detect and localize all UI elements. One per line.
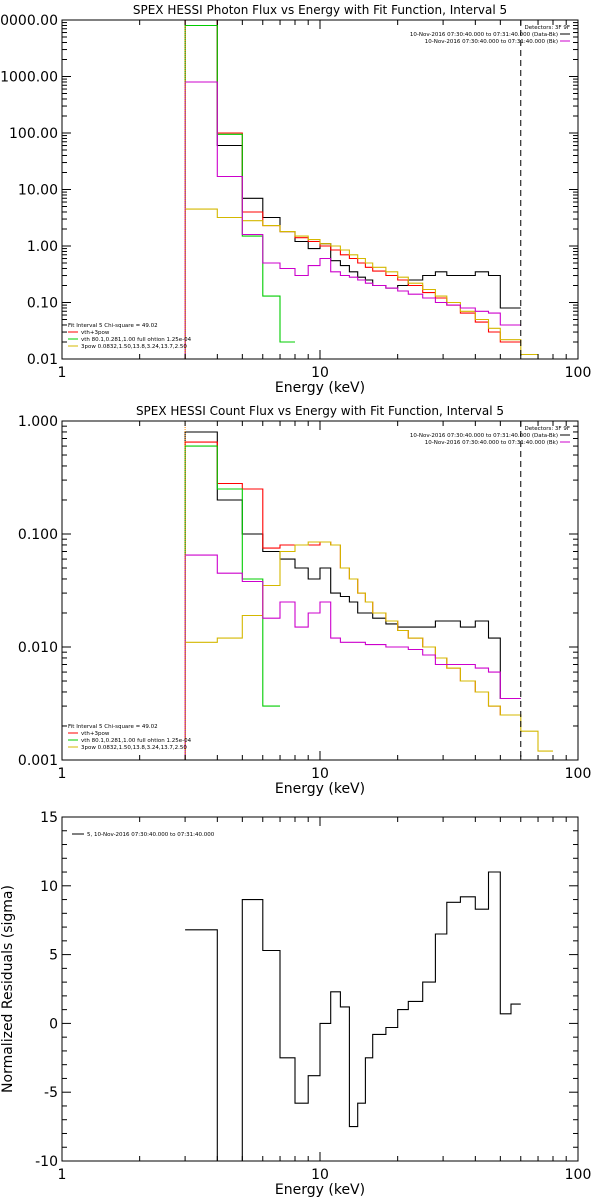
y-tick-label: 1.00	[27, 239, 58, 255]
legend-entry-label: vth 80.1,0.281,1.00 full ohtion 1.25e-04	[81, 738, 192, 744]
x-tick-label: 1	[58, 365, 67, 381]
y-tick-label: 1.000	[18, 414, 58, 430]
y-tick-label: 1000.00	[0, 70, 58, 86]
series-line-3pow	[184, 208, 553, 359]
x-tick-label: 100	[565, 1167, 592, 1183]
series-line-data-bk	[184, 431, 521, 760]
series-group	[185, 871, 521, 1161]
chart-title: SPEX HESSI Count Flux vs Energy with Fit…	[136, 404, 504, 418]
y-tick-label: 10	[40, 879, 58, 895]
y-tick-label: 0	[49, 1016, 58, 1032]
y-axis-label: Normalized Residuals (sigma)	[0, 885, 16, 1093]
x-axis-label: Energy (keV)	[275, 1182, 365, 1198]
x-axis-label: Energy (keV)	[275, 781, 365, 797]
legend-entry-label: 10-Nov-2016 07:30:40.000 to 07:31:40.000…	[425, 39, 558, 45]
legend-fit-header: Fit Interval 5 Chi-square = 49.02	[68, 323, 158, 329]
x-tick-label: 1	[58, 1167, 67, 1183]
series-line-vth-3pow	[184, 441, 521, 760]
x-tick-label: 1	[58, 766, 67, 782]
series-group	[184, 20, 553, 359]
legend-entry-label: 10-Nov-2016 07:30:40.000 to 07:31:40.000…	[410, 433, 558, 439]
legend-entry-label: 5, 10-Nov-2016 07:30:40.000 to 07:31:40.…	[87, 832, 215, 838]
legend-entry-label: vth 80.1,0.281,1.00 full ohtion 1.25e-04	[81, 337, 192, 343]
legend-entry-label: 10-Nov-2016 07:30:40.000 to 07:31:40.000…	[410, 32, 558, 38]
y-tick-label: 0.010	[18, 640, 58, 656]
series-group	[184, 421, 553, 760]
legend-detectors: Detectors: 3F 9F	[524, 25, 570, 31]
series-line-bk	[184, 81, 521, 359]
count-flux-chart: 1 10 100 1.000 0.100 0.010 0.001 SPEX HESSI Cou…	[18, 404, 591, 797]
legend-fit-header: Fit Interval 5 Chi-square = 49.02	[68, 724, 158, 730]
y-tick-label: 10.00	[18, 183, 58, 199]
series-line-vth	[184, 24, 295, 359]
y-tick-label: 5	[49, 948, 58, 964]
residuals-chart: 1 10 100 15 10 5 0 -5 -10 Energy (keV) Normalized …	[0, 810, 591, 1198]
photon-flux-chart: 1 10 100 0000.00 1000.00 100.00 10.00 1.00 0.10 0…	[0, 3, 591, 396]
y-tick-label: -5	[44, 1085, 58, 1101]
y-tick-label: 100.00	[9, 126, 58, 142]
x-axis-label: Energy (keV)	[275, 380, 365, 396]
series-line-vth	[184, 445, 280, 760]
y-tick-label: 0.001	[18, 753, 58, 769]
y-tick-label: 0000.00	[0, 13, 58, 29]
y-tick-label: -10	[35, 1154, 58, 1170]
y-tick-label: 0.01	[27, 352, 58, 368]
y-tick-label: 0.10	[27, 296, 58, 312]
legend-entry-label: 3pow 0.0832,1.50,13.8,3.24,13.7,2.50	[81, 745, 187, 751]
x-tick-label: 10	[311, 1167, 329, 1183]
legend-entry-label: vth+3pow	[81, 731, 110, 737]
x-tick-label: 10	[311, 766, 329, 782]
legend-entry-label: 10-Nov-2016 07:30:40.000 to 07:31:40.000…	[425, 440, 558, 446]
legend-entry-label: 3pow 0.0832,1.50,13.8,3.24,13.7,2.50	[81, 344, 187, 350]
series-line-bk	[184, 554, 521, 760]
series-line-data-bk	[184, 20, 521, 359]
series-line-3pow	[184, 541, 553, 760]
legend-detectors: Detectors: 3F 9F	[524, 426, 570, 432]
y-tick-label: 0.100	[18, 527, 58, 543]
x-tick-label: 100	[565, 766, 592, 782]
x-tick-label: 100	[565, 365, 592, 381]
x-tick-label: 10	[311, 365, 329, 381]
series-line-5-10-nov-2016-07-30-40-000-to-07-31-40-000	[185, 871, 521, 1161]
y-tick-label: 15	[40, 810, 58, 826]
chart-title: SPEX HESSI Photon Flux vs Energy with Fi…	[133, 3, 507, 17]
legend-entry-label: vth+3pow	[81, 330, 110, 336]
